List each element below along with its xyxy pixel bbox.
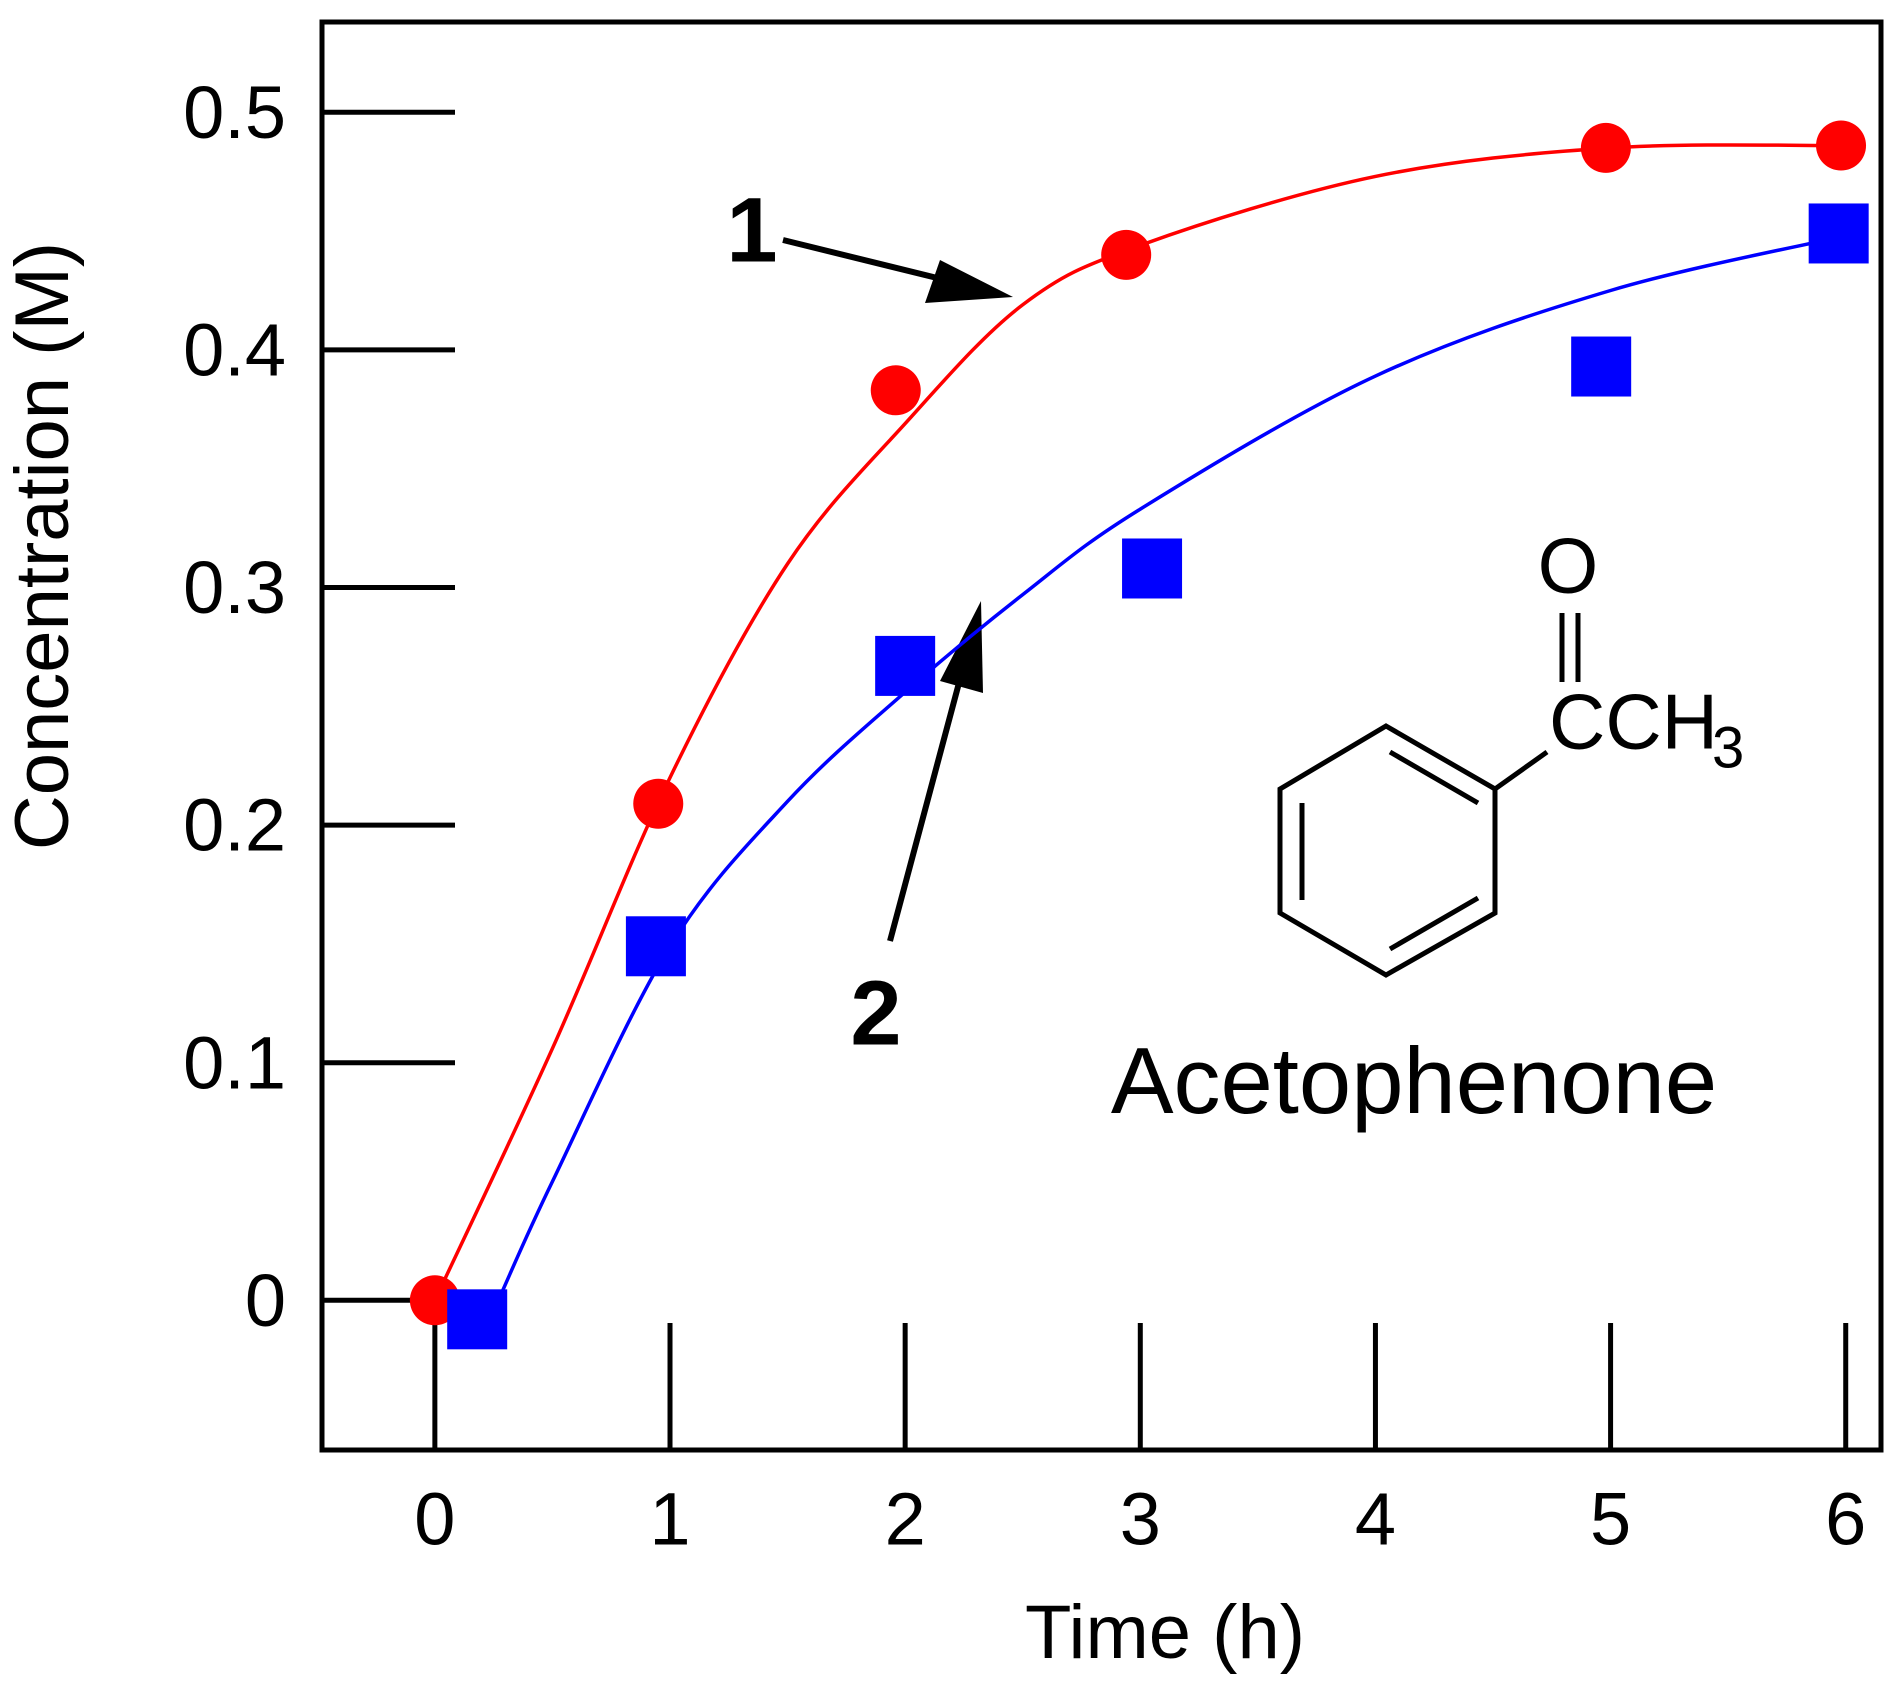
y-tick-label: 0.4 xyxy=(183,308,286,391)
x-tick-label: 6 xyxy=(1825,1478,1866,1561)
x-tick-label: 3 xyxy=(1120,1478,1161,1561)
data-point xyxy=(1580,122,1631,173)
y-tick-label: 0 xyxy=(245,1259,286,1342)
data-point xyxy=(447,1289,508,1350)
x-tick-label: 5 xyxy=(1590,1478,1631,1561)
y-axis-title: Concentration (M) xyxy=(0,242,85,850)
subscript-label: 3 xyxy=(1712,715,1744,780)
oxygen-label: O xyxy=(1538,522,1599,610)
data-point xyxy=(1816,120,1867,171)
double-bond xyxy=(1388,895,1480,952)
series-label: 1 xyxy=(726,179,777,281)
arrow-head xyxy=(925,260,1013,303)
y-tick-label: 0.3 xyxy=(183,546,286,629)
y-tick-label: 0.1 xyxy=(183,1021,286,1104)
data-point xyxy=(625,916,686,977)
y-tick-label: 0.2 xyxy=(183,784,286,867)
data-point xyxy=(1122,538,1183,599)
plot-frame xyxy=(319,19,1884,1453)
structure xyxy=(1277,613,1581,978)
bond xyxy=(1493,749,1549,792)
arrow-head xyxy=(940,601,983,693)
x-tick-label: 2 xyxy=(885,1478,926,1561)
data-point xyxy=(1808,203,1869,264)
x-tick-label: 0 xyxy=(414,1478,455,1561)
data-point xyxy=(875,635,936,696)
benzene-ring xyxy=(1277,723,1498,978)
group-label: CCH xyxy=(1549,678,1718,766)
fit-curve xyxy=(496,234,1847,1302)
data-point xyxy=(1571,336,1632,397)
data-point xyxy=(1101,229,1152,280)
x-tick-label: 1 xyxy=(649,1478,690,1561)
fit-curve xyxy=(433,143,1846,1302)
data-point xyxy=(870,365,921,416)
double-bond xyxy=(1388,749,1480,806)
y-tick-label: 0.5 xyxy=(183,71,286,154)
compound-name: Acetophenone xyxy=(1111,1028,1717,1133)
x-tick-label: 4 xyxy=(1355,1478,1396,1561)
series-label: 2 xyxy=(850,962,901,1064)
x-axis-title: Time (h) xyxy=(1025,1590,1305,1675)
data-point xyxy=(633,778,684,829)
